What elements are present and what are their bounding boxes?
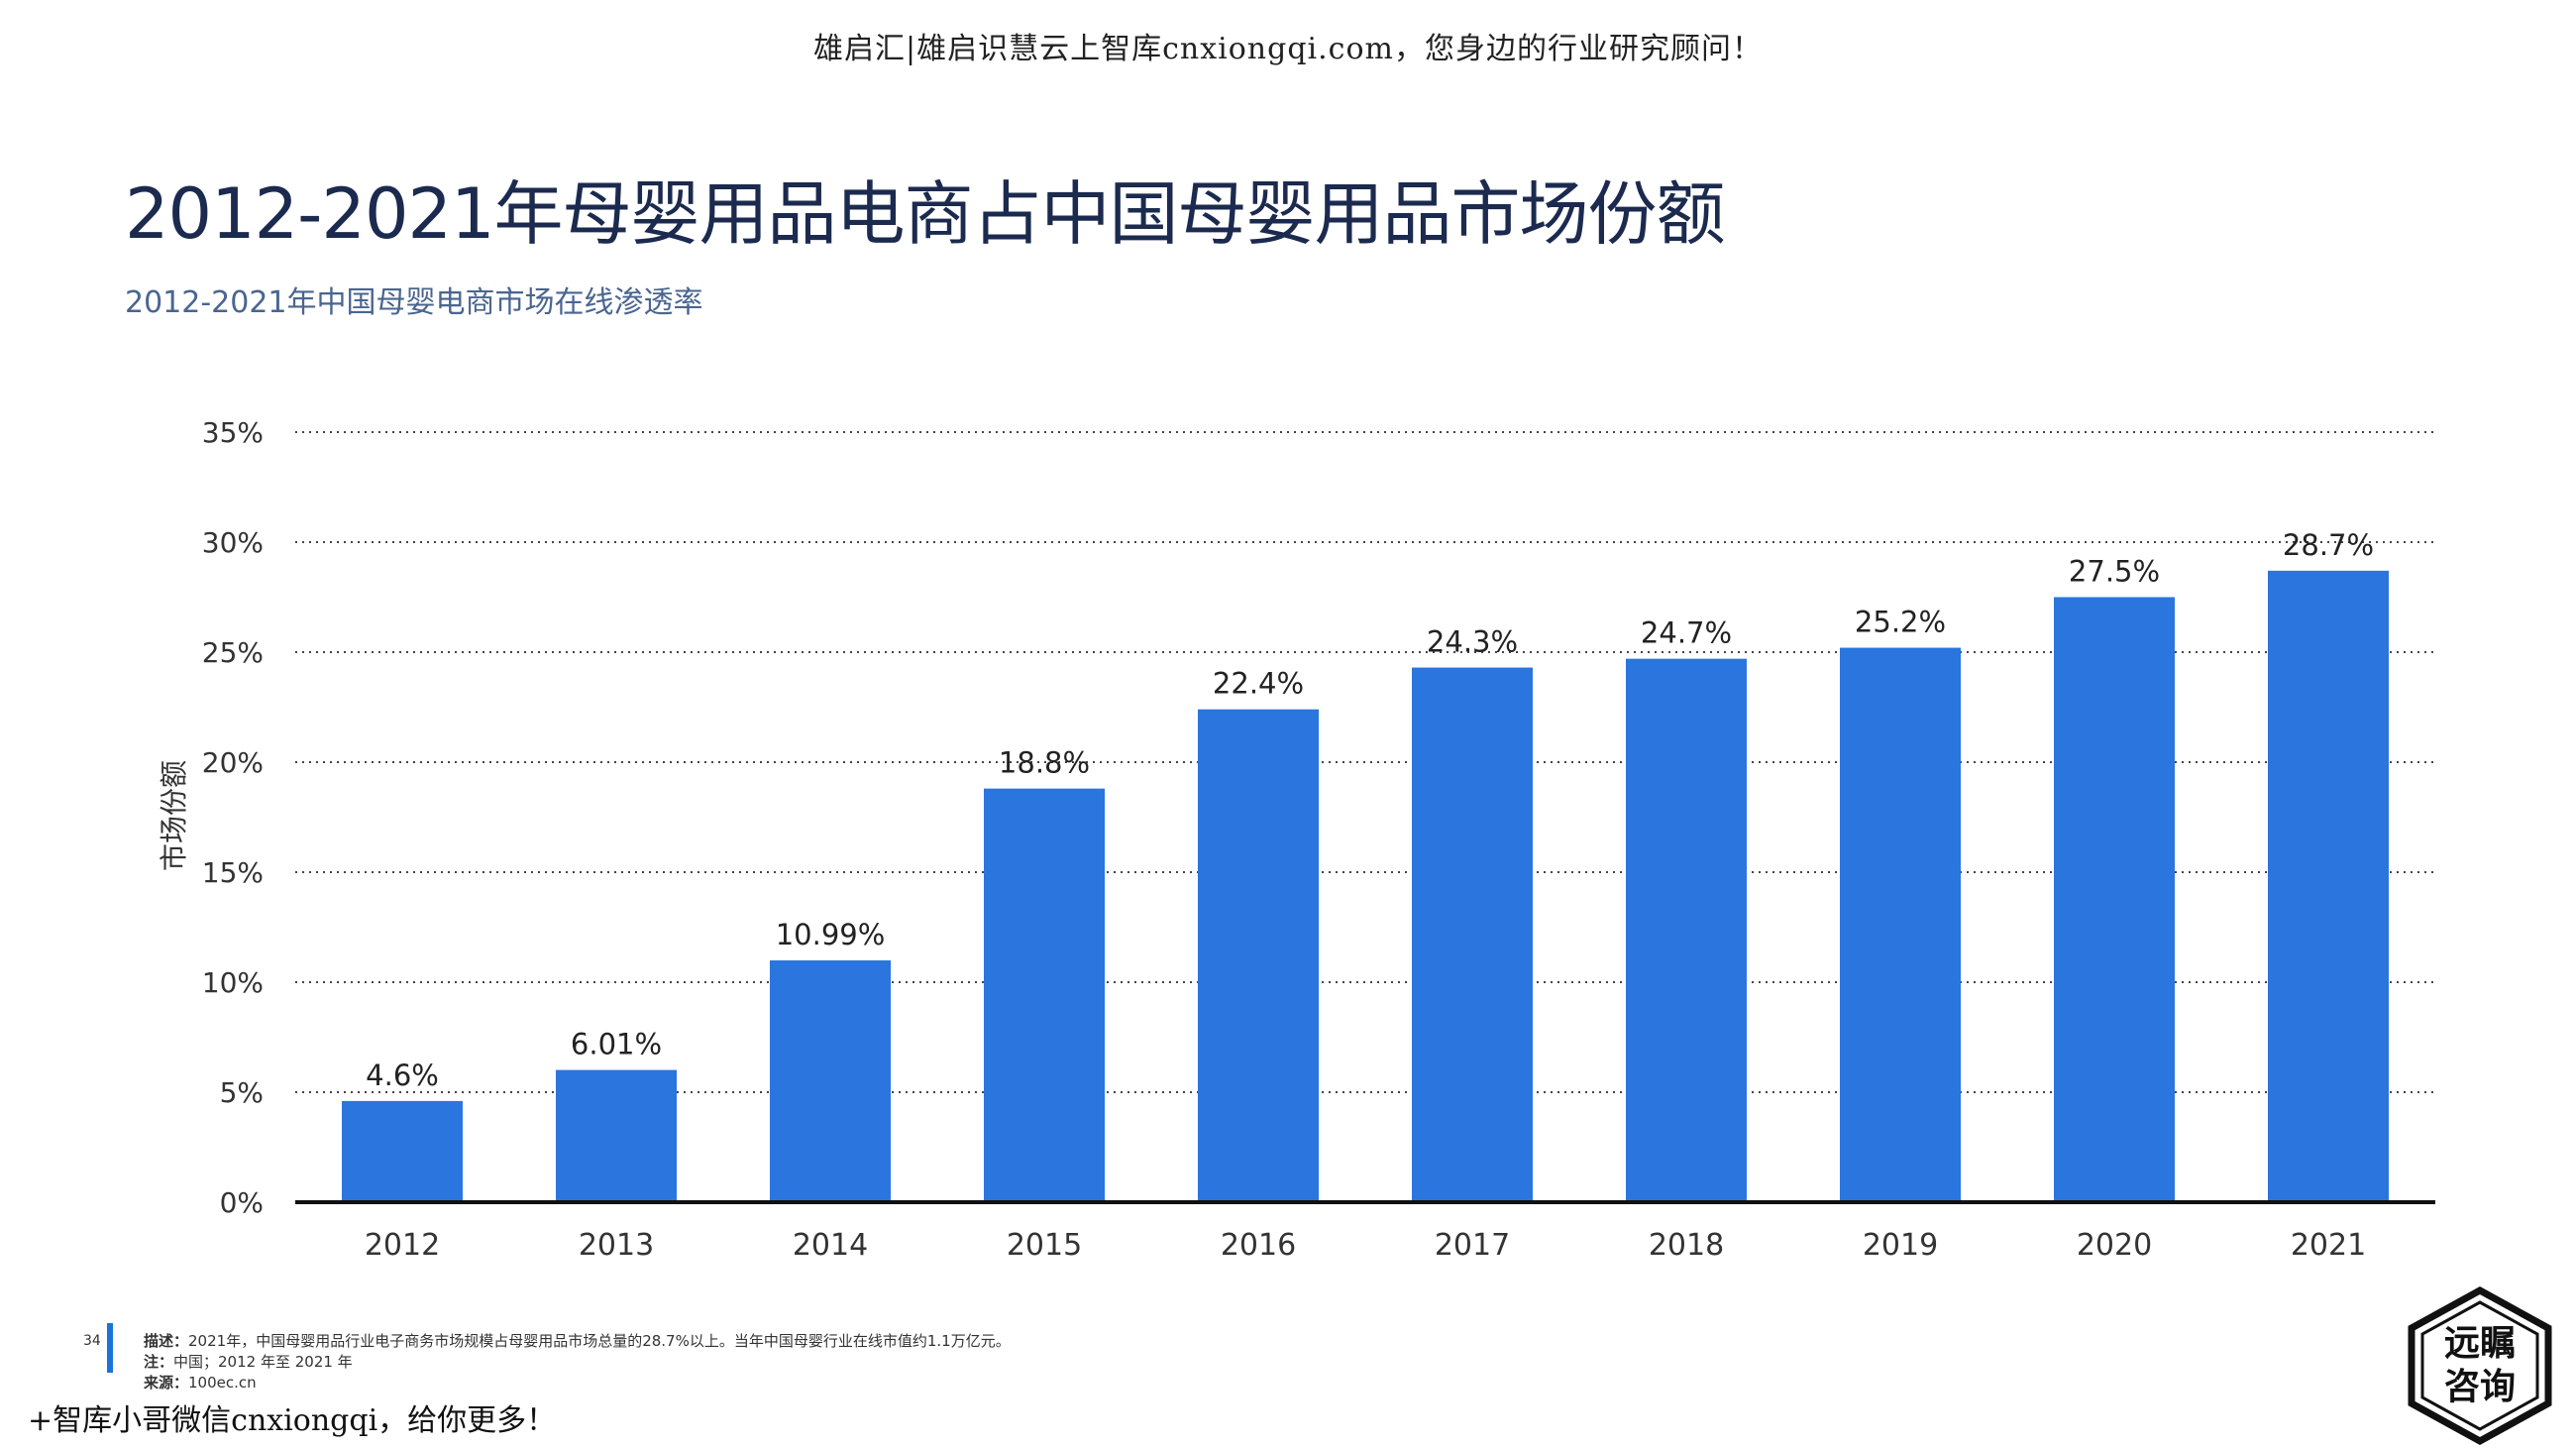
y-tick-label: 30% — [202, 526, 264, 559]
data-label: 18.8% — [999, 746, 1090, 780]
x-tick-label: 2015 — [1007, 1228, 1082, 1263]
footer-source: 来源：100ec.cn — [144, 1374, 257, 1392]
data-label: 25.2% — [1855, 606, 1946, 639]
x-tick-label: 2020 — [2077, 1228, 2152, 1263]
bar — [342, 1100, 463, 1202]
data-label: 28.7% — [2283, 528, 2374, 562]
x-tick-label: 2017 — [1435, 1228, 1510, 1263]
bars — [342, 570, 2389, 1202]
footer-accent-bar — [107, 1323, 113, 1373]
top-watermark: 雄启汇|雄启识慧云上智库cnxiongqi.com，您身边的行业研究顾问！ — [813, 32, 1763, 66]
page-number: 34 — [83, 1333, 101, 1349]
bar — [984, 788, 1105, 1202]
page-subtitle: 2012-2021年中国母婴电商市场在线渗透率 — [125, 285, 703, 320]
y-tick-label: 10% — [202, 966, 264, 999]
data-label: 4.6% — [366, 1059, 439, 1092]
y-tick-label: 5% — [220, 1076, 264, 1109]
data-label: 6.01% — [571, 1028, 662, 1061]
bar-chart: 0% 5% 10% 15% 20% 25% 30% 35% 4.6% 6.01% 10.99% 18… — [158, 416, 2435, 1263]
bar — [1412, 667, 1533, 1202]
data-labels: 4.6% 6.01% 10.99% 18.8% 22.4% 24.3% 24.7% 25.2%… — [366, 528, 2374, 1092]
bar — [770, 960, 891, 1202]
bar — [556, 1069, 677, 1202]
x-tick-labels: 2012 2013 2014 2015 2016 2017 2018 2019 2020 2021 — [365, 1228, 2366, 1263]
x-tick-label: 2019 — [1863, 1228, 1938, 1263]
data-label: 10.99% — [776, 918, 886, 951]
data-label: 24.3% — [1427, 625, 1518, 659]
company-logo: 远瞩 咨询 — [2406, 1286, 2554, 1445]
bar — [1840, 647, 1961, 1202]
y-tick-label: 25% — [202, 636, 264, 669]
x-tick-label: 2016 — [1221, 1228, 1296, 1263]
y-tick-label: 15% — [202, 856, 264, 889]
footer-notes: 描述：2021年，中国母婴用品行业电子商务市场规模占母婴用品市场总量的28.7%… — [144, 1331, 1011, 1393]
x-tick-label: 2014 — [793, 1228, 868, 1263]
y-tick-label: 0% — [220, 1186, 264, 1219]
y-axis-label: 市场份额 — [158, 760, 190, 871]
data-label: 24.7% — [1641, 616, 1732, 650]
footer-description: 描述：2021年，中国母婴用品行业电子商务市场规模占母婴用品市场总量的28.7%… — [144, 1332, 1011, 1350]
data-label: 27.5% — [2069, 555, 2160, 589]
x-tick-label: 2012 — [365, 1228, 440, 1263]
footer-note: 注：中国；2012 年至 2021 年 — [144, 1353, 353, 1371]
x-tick-label: 2021 — [2291, 1228, 2366, 1263]
page-title: 2012-2021年母婴用品电商占中国母婴用品市场份额 — [125, 173, 1726, 255]
data-label: 22.4% — [1213, 667, 1304, 701]
y-tick-label: 35% — [202, 416, 264, 449]
bar — [2268, 570, 2389, 1202]
y-tick-labels: 0% 5% 10% 15% 20% 25% 30% 35% — [202, 416, 264, 1219]
bottom-watermark: +智库小哥微信cnxiongqi，给你更多！ — [28, 1403, 557, 1438]
bar — [1626, 658, 1747, 1202]
bar — [2054, 597, 2175, 1202]
y-tick-label: 20% — [202, 746, 264, 779]
x-tick-label: 2018 — [1649, 1228, 1724, 1263]
x-tick-label: 2013 — [579, 1228, 654, 1263]
bar — [1198, 709, 1319, 1202]
